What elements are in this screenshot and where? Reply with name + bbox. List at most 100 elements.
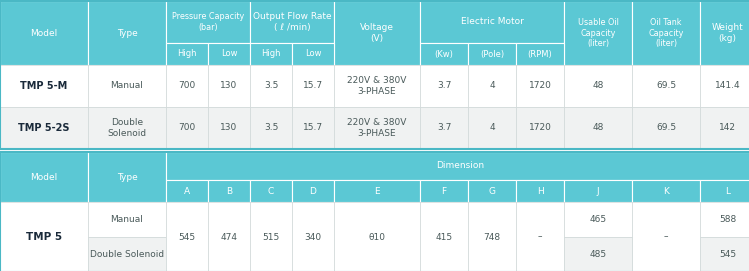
Bar — [166, 65, 208, 107]
Text: 1720: 1720 — [529, 124, 551, 133]
Text: Double
Solenoid: Double Solenoid — [107, 118, 147, 138]
Bar — [700, 65, 749, 107]
Bar — [208, 43, 250, 65]
Bar — [632, 107, 700, 149]
Bar — [564, 65, 632, 107]
Text: TMP 5: TMP 5 — [26, 232, 62, 242]
Text: 48: 48 — [592, 82, 604, 91]
Text: 69.5: 69.5 — [656, 82, 676, 91]
Text: 3.7: 3.7 — [437, 82, 451, 91]
Bar — [564, 1, 632, 65]
Text: 748: 748 — [483, 233, 500, 241]
Bar — [0, 1, 88, 65]
Text: D: D — [309, 186, 316, 195]
Bar — [250, 65, 292, 107]
Bar — [334, 202, 420, 271]
Bar — [516, 43, 564, 65]
Bar — [208, 202, 250, 271]
Text: High: High — [261, 50, 281, 59]
Text: 130: 130 — [220, 124, 237, 133]
Bar — [468, 65, 516, 107]
Text: 220V & 380V
3-PHASE: 220V & 380V 3-PHASE — [348, 76, 407, 96]
Text: Low: Low — [305, 50, 321, 59]
Bar — [0, 152, 88, 202]
Bar — [166, 43, 208, 65]
Bar — [292, 202, 334, 271]
Bar — [468, 180, 516, 202]
Bar — [632, 180, 700, 202]
Bar — [88, 152, 166, 202]
Bar — [88, 1, 166, 65]
Text: 588: 588 — [719, 215, 736, 224]
Bar — [0, 152, 749, 271]
Text: TMP 5-M: TMP 5-M — [20, 81, 67, 91]
Bar — [632, 65, 700, 107]
Text: 130: 130 — [220, 82, 237, 91]
Bar — [700, 202, 749, 237]
Text: Pressure Capacity
(bar): Pressure Capacity (bar) — [172, 12, 244, 32]
Bar — [88, 202, 166, 237]
Text: Oil Tank
Capacity
(liter): Oil Tank Capacity (liter) — [649, 18, 684, 48]
Bar — [334, 180, 420, 202]
Text: A: A — [184, 186, 190, 195]
Bar — [564, 180, 632, 202]
Text: (Kw): (Kw) — [434, 50, 453, 59]
Text: Model: Model — [31, 28, 58, 37]
Text: Model: Model — [31, 173, 58, 182]
Bar — [516, 65, 564, 107]
Text: Usable Oil
Capacity
(liter): Usable Oil Capacity (liter) — [577, 18, 619, 48]
Text: 340: 340 — [304, 233, 321, 241]
Bar — [468, 202, 516, 271]
Bar — [564, 202, 632, 237]
Bar — [420, 43, 468, 65]
Bar — [516, 180, 564, 202]
Text: 3.5: 3.5 — [264, 124, 278, 133]
Bar — [250, 43, 292, 65]
Bar — [88, 237, 166, 271]
Text: 485: 485 — [589, 250, 607, 259]
Bar — [700, 107, 749, 149]
Text: 545: 545 — [719, 250, 736, 259]
Text: Output Flow Rate
( ℓ /min): Output Flow Rate ( ℓ /min) — [252, 12, 331, 32]
Text: J: J — [597, 186, 599, 195]
Text: 474: 474 — [220, 233, 237, 241]
Bar — [292, 43, 334, 65]
Bar — [334, 65, 420, 107]
Text: H: H — [536, 186, 543, 195]
Text: High: High — [178, 50, 197, 59]
Bar — [516, 107, 564, 149]
Text: Electric Motor: Electric Motor — [461, 18, 524, 27]
Text: 141.4: 141.4 — [715, 82, 740, 91]
Bar — [166, 152, 749, 180]
Text: Weight
(kg): Weight (kg) — [712, 23, 743, 43]
Bar — [564, 107, 632, 149]
Text: K: K — [663, 186, 669, 195]
Text: 3.5: 3.5 — [264, 82, 278, 91]
Bar — [250, 202, 292, 271]
Text: 15.7: 15.7 — [303, 82, 323, 91]
Text: F: F — [441, 186, 446, 195]
Bar — [0, 107, 88, 149]
Text: 4: 4 — [489, 124, 495, 133]
Text: B: B — [226, 186, 232, 195]
Bar — [292, 107, 334, 149]
Bar — [334, 107, 420, 149]
Text: 545: 545 — [178, 233, 195, 241]
Bar — [0, 65, 88, 107]
Text: C: C — [268, 186, 274, 195]
Text: 15.7: 15.7 — [303, 124, 323, 133]
Text: Type: Type — [117, 173, 137, 182]
Text: 415: 415 — [435, 233, 452, 241]
Bar — [420, 65, 468, 107]
Text: θ10: θ10 — [369, 233, 386, 241]
Text: –: – — [664, 233, 668, 241]
Text: 465: 465 — [589, 215, 607, 224]
Bar — [420, 180, 468, 202]
Text: Type: Type — [117, 28, 137, 37]
Text: 69.5: 69.5 — [656, 124, 676, 133]
Bar — [468, 43, 516, 65]
Text: Voltage
(V): Voltage (V) — [360, 23, 394, 43]
Bar — [632, 1, 700, 65]
Text: TMP 5-2S: TMP 5-2S — [18, 123, 70, 133]
Bar — [0, 1, 749, 149]
